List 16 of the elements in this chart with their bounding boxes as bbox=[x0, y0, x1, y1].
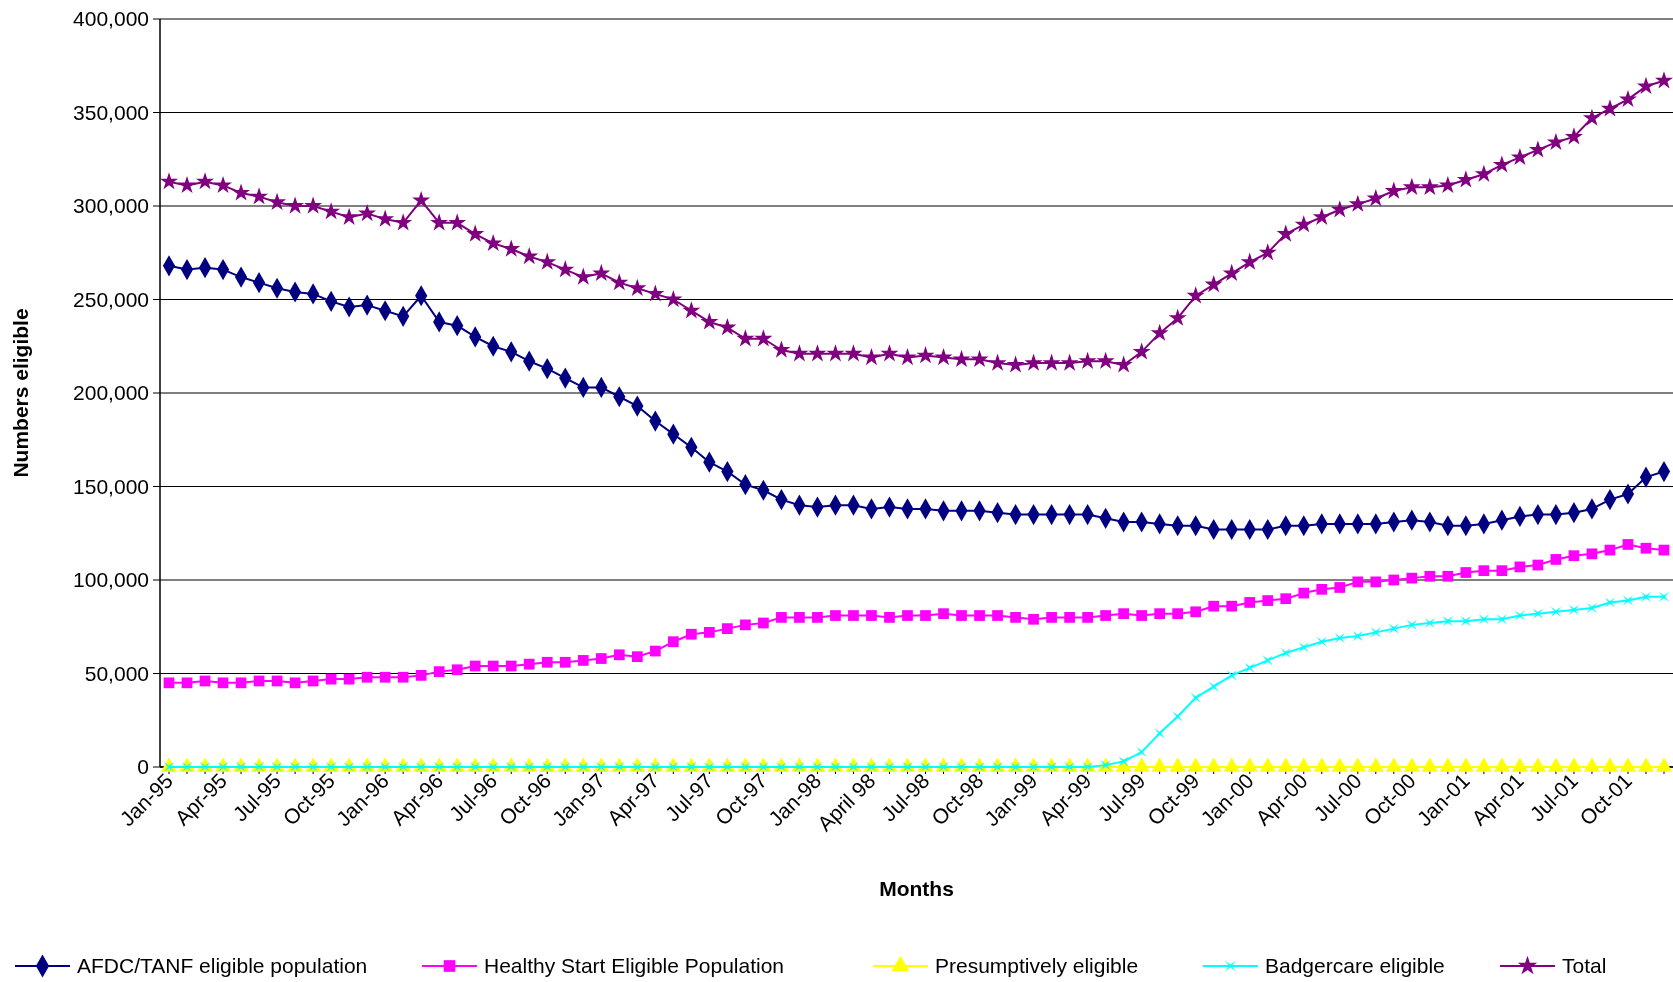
y-axis-title: Numbers eligible bbox=[9, 308, 32, 478]
legend-label: AFDC/TANF eligible population bbox=[77, 954, 368, 978]
x-axis-title: Months bbox=[879, 877, 954, 900]
legend-label: Badgercare eligible bbox=[1265, 954, 1445, 978]
y-tick-label: 100,000 bbox=[73, 568, 149, 592]
legend-label: Total bbox=[1562, 954, 1607, 978]
y-tick-label: 250,000 bbox=[73, 287, 149, 311]
y-tick-label: 200,000 bbox=[73, 381, 149, 405]
legend-label: Healthy Start Eligible Population bbox=[484, 954, 785, 978]
y-tick-label: 300,000 bbox=[73, 194, 149, 218]
y-tick-label: 400,000 bbox=[73, 7, 149, 31]
y-tick-label: 50,000 bbox=[84, 661, 149, 685]
y-tick-label: 350,000 bbox=[73, 100, 149, 124]
legend-label: Presumptively eligible bbox=[935, 954, 1139, 978]
y-tick-label: 0 bbox=[137, 755, 149, 779]
y-tick-label: 150,000 bbox=[73, 474, 149, 498]
